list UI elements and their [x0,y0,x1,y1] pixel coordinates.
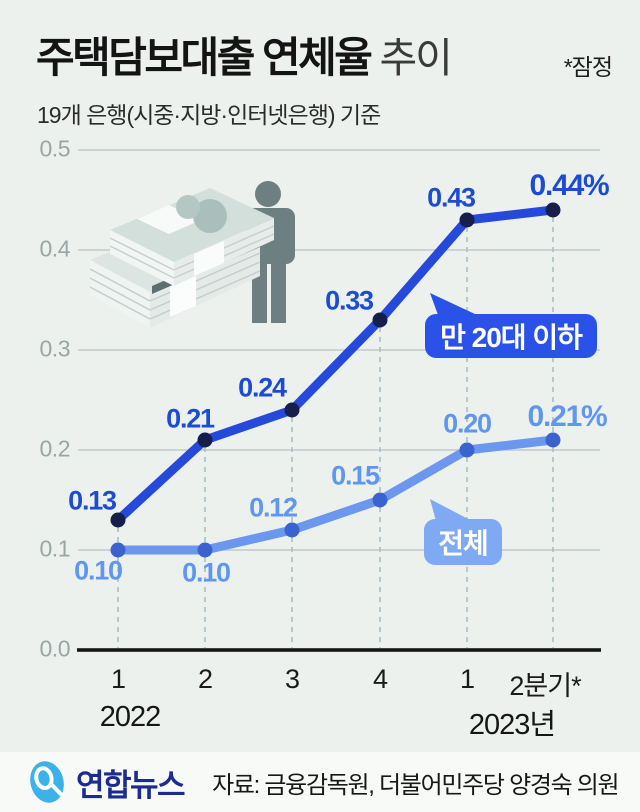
footer-bar: 연합뉴스 자료: 금융감독원, 더불어민주당 양경숙 의원 [0,752,640,812]
value-label: 0.12 [249,492,298,523]
preliminary-note: *잠정 [563,54,613,80]
series-bubble-total: 전체 [424,499,502,565]
value-label: 0.20 [443,408,492,439]
brand-name: 연합뉴스 [76,767,186,803]
year-label-2023: 2023년 [468,709,556,741]
value-label: 0.24 [238,372,287,403]
value-label: 0.21 [166,403,215,434]
x-axis-tick: 4 [372,664,388,694]
value-label: 0.10 [182,557,231,588]
bubble-tail [430,499,472,521]
y-axis-tick: 0.4 [39,235,71,262]
y-axis-tick: 0.5 [39,135,71,162]
x-axis-tick: 2 [197,664,213,694]
chart-subtitle: 19개 은행(시중·지방·인터넷은행) 기준 [37,102,381,128]
x-axis-tick: 1 [110,664,126,694]
y-axis-tick: 0.2 [39,435,71,462]
x-axis-tick: 1 [459,664,475,694]
x-axis-tick: 2분기* [509,671,581,701]
year-label-2022: 2022 [99,701,162,733]
money-person-illustration [89,181,295,328]
y-axis-tick: 0.3 [39,335,71,362]
value-label: 0.10 [74,555,123,586]
money-stack-icon [89,188,275,328]
bubble-tail [430,293,477,315]
value-label: 0.43 [427,182,476,213]
value-label: 0.44% [529,169,609,202]
title-main: 주택담보대출 연체율 [36,34,373,81]
value-label: 0.13 [68,485,117,516]
value-label: 0.15 [331,460,380,491]
value-label: 0.21% [527,400,607,433]
series-bubble-under20: 만 20대 이하 [425,293,597,358]
y-axis-tick: 0.1 [39,535,71,562]
title-suffix: 추이 [379,35,452,81]
y-axis-tick: 0.0 [39,635,71,662]
yonhap-logo-icon [30,761,64,803]
source-credit: 자료: 금융감독원, 더불어민주당 양경숙 의원 [212,771,620,799]
series-label: 전체 [438,528,489,559]
chart-labels-layer: 2022 2023년 0.5 0.4 0.3 0.2 0.1 0.0 0.13 0.21 0.2… [39,135,610,741]
page-title: 주택담보대출 연체율 추이 [36,24,453,85]
series-label: 만 20대 이하 [440,322,583,353]
x-axis-tick: 3 [284,664,300,694]
line-chart-plot [77,149,601,652]
value-label: 0.33 [325,285,374,316]
